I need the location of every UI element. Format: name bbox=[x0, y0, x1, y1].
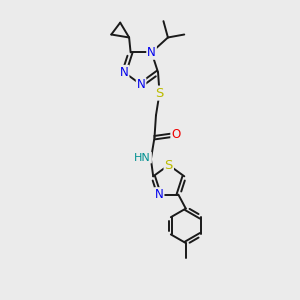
Text: N: N bbox=[147, 46, 156, 59]
Text: HN: HN bbox=[134, 153, 151, 163]
Text: N: N bbox=[137, 78, 146, 91]
Text: S: S bbox=[155, 87, 164, 100]
Text: N: N bbox=[155, 188, 164, 201]
Text: N: N bbox=[120, 66, 128, 79]
Text: O: O bbox=[171, 128, 181, 141]
Text: S: S bbox=[165, 158, 173, 172]
